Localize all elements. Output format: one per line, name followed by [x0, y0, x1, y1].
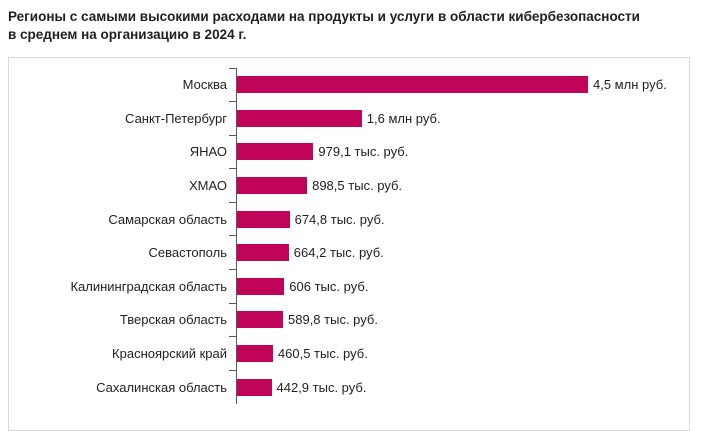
bar	[237, 378, 272, 396]
bar-row: Сахалинская область 442,9 тыс. руб.	[9, 369, 689, 404]
value-label: 460,5 тыс. руб.	[277, 346, 368, 362]
bar	[237, 311, 283, 329]
axis-tick	[229, 235, 236, 237]
bar-track: 442,9 тыс. руб.	[236, 370, 689, 404]
axis-tick	[229, 134, 236, 136]
value-label: 589,8 тыс. руб.	[288, 312, 378, 328]
page: { "title": { "line1": "Регионы с самыми …	[8, 8, 700, 431]
bar-track: 606 тыс. руб.	[236, 269, 689, 304]
bar	[237, 345, 273, 363]
bar-track: 674,8 тыс. руб.	[236, 202, 689, 236]
value-label: 664,2 тыс. руб.	[293, 245, 384, 261]
value-label: 979,1 тыс. руб.	[318, 144, 409, 160]
bar	[237, 109, 362, 127]
bar-track: 4,5 млн руб.	[236, 68, 689, 102]
bar-row: ЯНАО 979,1 тыс. руб.	[9, 134, 689, 169]
value-label: 674,8 тыс. руб.	[294, 211, 385, 227]
bar	[237, 143, 314, 161]
bar	[237, 76, 588, 94]
category-label: Сахалинская область	[96, 379, 227, 395]
chart-title-line1: Регионы с самыми высокими расходами на п…	[8, 9, 640, 24]
category-label: Москва	[182, 77, 227, 93]
category-label: Калининградская область	[70, 278, 227, 294]
axis-tick	[229, 67, 236, 69]
plot-area: Москва 4,5 млн руб. Санкт-Петербург 1,6 …	[9, 58, 689, 430]
bar-row: Красноярский край 460,5 тыс. руб.	[9, 336, 689, 371]
value-label: 442,9 тыс. руб.	[276, 379, 367, 395]
value-label: 1,6 млн руб.	[366, 110, 441, 126]
bar-row: ХМАО 898,5 тыс. руб.	[9, 168, 689, 203]
category-label: ЯНАО	[189, 144, 227, 160]
chart-title-line2: в среднем на организацию в 2024 г.	[8, 27, 247, 42]
value-label: 898,5 тыс. руб.	[312, 178, 403, 194]
axis-tick	[229, 336, 236, 338]
category-label: Санкт-Петербург	[125, 110, 227, 126]
bar-row: Севастополь 664,2 тыс. руб.	[9, 235, 689, 270]
axis-tick	[229, 168, 236, 170]
bar-row: Москва 4,5 млн руб.	[9, 67, 689, 102]
bar-track: 979,1 тыс. руб.	[236, 135, 689, 169]
axis-tick	[229, 302, 236, 304]
value-label: 606 тыс. руб.	[289, 278, 369, 294]
chart-title: Регионы с самыми высокими расходами на п…	[8, 8, 700, 44]
category-label: Севастополь	[148, 245, 228, 261]
bar-track: 1,6 млн руб.	[236, 101, 689, 136]
bar-track: 589,8 тыс. руб.	[236, 303, 689, 337]
category-label: ХМАО	[189, 178, 227, 194]
bar-row: Калининградская область 606 тыс. руб.	[9, 269, 689, 304]
bar-track: 460,5 тыс. руб.	[236, 336, 689, 371]
bar-track: 898,5 тыс. руб.	[236, 168, 689, 203]
category-label: Самарская область	[108, 211, 227, 227]
category-label: Красноярский край	[112, 346, 227, 362]
bar	[237, 210, 290, 228]
bar-row: Самарская область 674,8 тыс. руб.	[9, 201, 689, 236]
value-label: 4,5 млн руб.	[593, 77, 667, 93]
bar	[237, 177, 308, 195]
bar-row: Санкт-Петербург 1,6 млн руб.	[9, 101, 689, 136]
chart-area: Москва 4,5 млн руб. Санкт-Петербург 1,6 …	[8, 57, 690, 431]
axis-tick	[229, 201, 236, 203]
bar	[237, 244, 289, 262]
bar-track: 664,2 тыс. руб.	[236, 235, 689, 270]
axis-tick	[229, 101, 236, 103]
category-label: Тверская область	[119, 312, 227, 328]
axis-tick	[229, 369, 236, 371]
axis-tick	[229, 269, 236, 271]
bar	[237, 277, 285, 295]
bar-row: Тверская область 589,8 тыс. руб.	[9, 302, 689, 337]
